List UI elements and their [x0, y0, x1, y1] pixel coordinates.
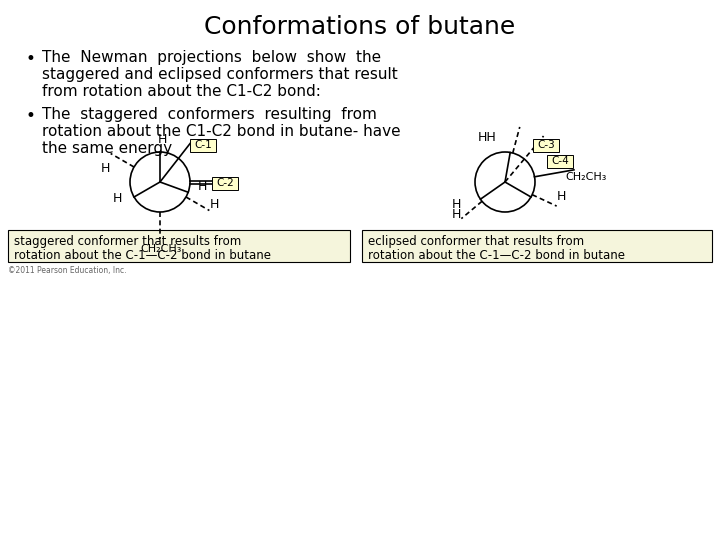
Bar [547, 155, 573, 168]
Text: the same energy: the same energy [42, 141, 172, 156]
Text: The  Newman  projections  below  show  the: The Newman projections below show the [42, 50, 381, 65]
Text: staggered and eclipsed conformers that result: staggered and eclipsed conformers that r… [42, 67, 397, 82]
Text: H: H [101, 161, 110, 174]
Bar [212, 177, 238, 190]
Text: C-3: C-3 [537, 140, 555, 151]
Text: ©2011 Pearson Education, Inc.: ©2011 Pearson Education, Inc. [8, 266, 127, 275]
Text: rotation about the C-1—C-2 bond in butane: rotation about the C-1—C-2 bond in butan… [14, 249, 271, 262]
Text: C-1: C-1 [194, 140, 212, 151]
Text: HH: HH [477, 131, 496, 144]
Text: rotation about the C-1—C-2 bond in butane: rotation about the C-1—C-2 bond in butan… [368, 249, 625, 262]
Bar [190, 139, 216, 152]
Bar [362, 230, 712, 262]
Text: •: • [25, 50, 35, 68]
Text: C-4: C-4 [551, 157, 569, 166]
Text: CH₂CH₃: CH₂CH₃ [140, 244, 181, 254]
Text: H: H [112, 192, 122, 205]
Bar [533, 139, 559, 152]
Text: from rotation about the C1-C2 bond:: from rotation about the C1-C2 bond: [42, 84, 321, 99]
Text: CH₂CH₃: CH₂CH₃ [565, 172, 606, 182]
Text: staggered conformer that results from: staggered conformer that results from [14, 235, 241, 248]
Text: •: • [25, 107, 35, 125]
Text: The  staggered  conformers  resulting  from: The staggered conformers resulting from [42, 107, 377, 122]
Text: C-2: C-2 [216, 179, 234, 188]
Text: H: H [198, 180, 207, 193]
Text: rotation about the C1-C2 bond in butane- have: rotation about the C1-C2 bond in butane-… [42, 124, 400, 139]
Text: H: H [451, 198, 461, 211]
Text: Conformations of butane: Conformations of butane [204, 15, 516, 39]
Text: H: H [557, 190, 567, 202]
Text: H: H [157, 133, 167, 146]
Bar [8, 230, 350, 262]
Text: eclipsed conformer that results from: eclipsed conformer that results from [368, 235, 584, 248]
Text: H: H [210, 198, 220, 211]
Text: H: H [451, 208, 461, 221]
